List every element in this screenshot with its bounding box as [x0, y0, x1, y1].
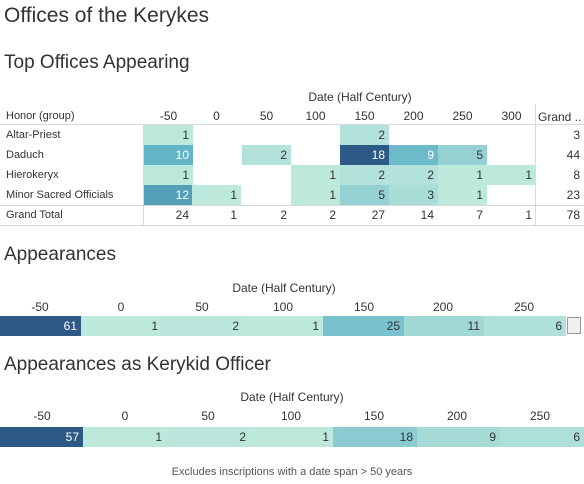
heat-cell[interactable]: 2 [242, 145, 291, 165]
heat-cell[interactable]: 2 [389, 165, 438, 185]
column-grand-total: 1 [230, 208, 237, 222]
overall-grand-total: 78 [566, 208, 580, 222]
heat-cell[interactable]: 5 [340, 185, 389, 205]
heat-cell[interactable]: 2 [340, 165, 389, 185]
strip-segment[interactable]: 1 [243, 316, 323, 336]
strip-segment[interactable]: 1 [250, 427, 333, 447]
strip-segment[interactable]: 1 [81, 316, 162, 336]
row-grand-total: 8 [573, 168, 580, 182]
column-header: 200 [403, 109, 424, 123]
row-grand-total: 3 [573, 128, 580, 142]
strip-tick-label: 100 [272, 300, 294, 314]
strip-tick-label: 50 [201, 409, 215, 423]
column-header: -50 [159, 109, 178, 123]
strip-segment[interactable]: 11 [404, 316, 484, 336]
strip-tick-label: 50 [195, 300, 209, 314]
heat-cell[interactable]: 1 [144, 125, 193, 145]
heat-cell[interactable]: 10 [144, 145, 193, 165]
column-grand-total: 7 [476, 208, 483, 222]
row-label: Daduch [6, 149, 44, 161]
table-title: Top Offices Appearing [4, 52, 190, 73]
heat-cell[interactable]: 5 [438, 145, 487, 165]
strip-axis-title: Date (Half Century) [232, 281, 336, 295]
footnote: Excludes inscriptions with a date span >… [171, 466, 413, 478]
strip-segment[interactable]: 61 [0, 316, 81, 336]
strip-tick-label: 150 [363, 409, 385, 423]
strip-tick-label: 0 [121, 409, 129, 423]
table-total-rule [0, 205, 584, 206]
column-grand-total: 1 [525, 208, 532, 222]
heat-cell[interactable]: 1 [144, 165, 193, 185]
table-bottom-rule [0, 225, 584, 226]
column-header: 250 [452, 109, 473, 123]
heat-cell[interactable]: 9 [389, 145, 438, 165]
strip-tick-label: 200 [446, 409, 468, 423]
strip-segment[interactable]: 1 [83, 427, 166, 447]
heat-cell[interactable]: 1 [192, 185, 241, 205]
strip-tick-label: 250 [513, 300, 535, 314]
heat-cell[interactable]: 1 [438, 165, 487, 185]
column-header: 150 [354, 109, 375, 123]
heat-cell[interactable]: 1 [487, 165, 536, 185]
strip-tick-label: 250 [529, 409, 551, 423]
strip-axis-title: Date (Half Century) [240, 390, 344, 404]
heat-cell[interactable]: 18 [340, 145, 389, 165]
grand-column-header: Grand .. [538, 110, 582, 124]
grand-total-label: Grand Total [6, 209, 63, 221]
strip-segment[interactable]: 25 [323, 316, 404, 336]
strip-tick-label: -50 [33, 409, 51, 423]
strip-tick-label: 100 [280, 409, 302, 423]
row-label: Altar-Priest [6, 129, 61, 141]
row-grand-total: 23 [566, 188, 580, 202]
strip-tick-label: 0 [117, 300, 125, 314]
strip-tick-label: 150 [353, 300, 375, 314]
column-header: 0 [213, 109, 220, 123]
heat-cell[interactable]: 3 [389, 185, 438, 205]
strip-segment[interactable]: 6 [500, 427, 584, 447]
strip-segment[interactable]: 2 [166, 427, 250, 447]
appearances-title: Appearances [4, 244, 116, 265]
strip-segment[interactable]: 6 [484, 316, 566, 336]
strip-segment[interactable]: 9 [417, 427, 500, 447]
row-label: Hierokeryx [6, 169, 59, 181]
page-title: Offices of the Kerykes [4, 4, 210, 27]
table-header-rule [0, 124, 584, 125]
kerykid-title: Appearances as Kerykid Officer [4, 354, 271, 375]
strip-segment[interactable]: 2 [162, 316, 243, 336]
column-grand-total: 24 [175, 208, 189, 222]
column-grand-total: 27 [371, 208, 385, 222]
column-header: 50 [259, 109, 274, 123]
row-grand-total: 44 [566, 148, 580, 162]
strip-tick-label: -50 [31, 300, 49, 314]
column-grand-total: 2 [280, 208, 287, 222]
heat-cell[interactable]: 1 [291, 165, 340, 185]
row-label: Minor Sacred Officials [6, 189, 114, 201]
row-header-label: Honor (group) [6, 110, 75, 122]
heat-cell[interactable]: 2 [340, 125, 389, 145]
heat-cell[interactable]: 12 [144, 185, 193, 205]
heat-cell[interactable]: 1 [438, 185, 487, 205]
heat-cell[interactable]: 1 [291, 185, 340, 205]
column-grand-total: 14 [420, 208, 434, 222]
scrollbar-thumb[interactable] [567, 317, 581, 334]
column-grand-total: 2 [329, 208, 336, 222]
strip-segment[interactable]: 57 [0, 427, 83, 447]
strip-tick-label: 200 [432, 300, 454, 314]
strip-segment[interactable]: 18 [333, 427, 417, 447]
row-header-divider [143, 124, 144, 226]
column-axis-title: Date (Half Century) [308, 90, 412, 104]
column-header: 100 [305, 109, 326, 123]
column-header: 300 [501, 109, 522, 123]
